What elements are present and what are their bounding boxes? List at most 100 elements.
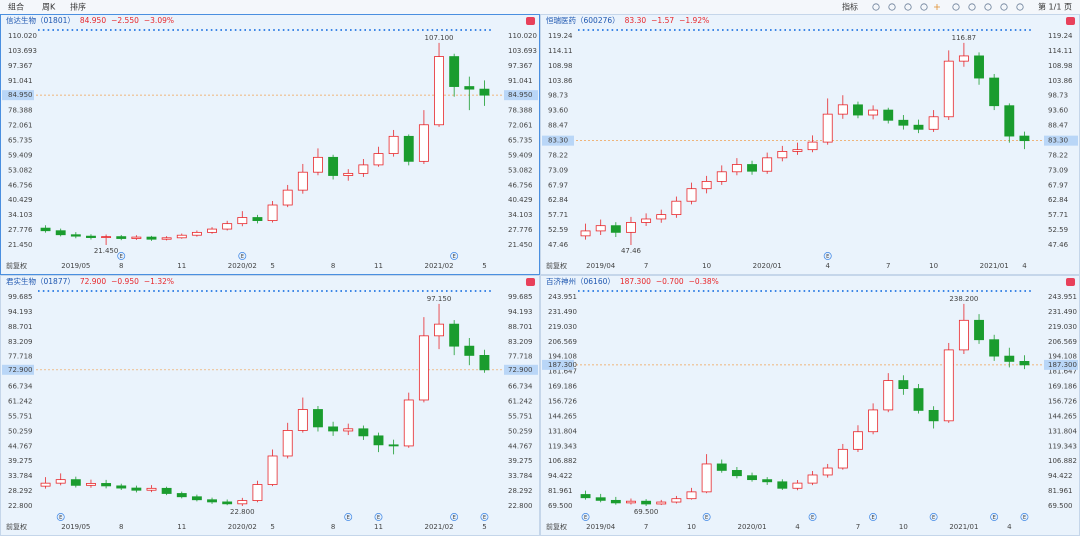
indicator-button[interactable]: 指标 [842, 2, 858, 12]
candle-body [434, 323, 444, 337]
toolbar-item[interactable]: 组合 [8, 2, 24, 12]
icon[interactable] [984, 3, 992, 11]
candle-body [671, 200, 682, 216]
chart-panel: 恒瑞医药（600276） 83.30 −1.57 −1.92% 119.24 119.24… [540, 14, 1080, 275]
y-tick-label: 243.951 [1048, 293, 1077, 301]
candle-body [252, 484, 263, 501]
min-label: 69.500 [634, 508, 659, 516]
panel-background [0, 14, 540, 275]
y-tick-label: 94.422 [1048, 472, 1073, 480]
adjust-label[interactable]: 前复权 [6, 261, 27, 270]
candle-body [403, 399, 414, 447]
candle-body [146, 236, 157, 240]
current-price-label: 83.30 [1048, 137, 1068, 145]
event-label: E [241, 254, 244, 260]
event-marker[interactable] [823, 252, 832, 260]
event-marker[interactable] [480, 513, 489, 521]
favorite-icon[interactable] [526, 17, 535, 25]
x-tick-label: 2020/01 [753, 262, 782, 270]
candle-body [837, 448, 848, 469]
toolbar-item[interactable]: 排序 [70, 2, 86, 12]
x-tick-label: 4 [1007, 523, 1012, 531]
candle-body [191, 496, 202, 501]
y-tick-label: 114.11 [1048, 47, 1073, 55]
quote-value: 72.900 [80, 277, 106, 286]
event-marker[interactable] [808, 513, 817, 521]
icon[interactable] [904, 3, 912, 11]
icon[interactable] [920, 3, 928, 11]
y-tick-label: 73.09 [548, 166, 568, 174]
event-marker[interactable] [702, 513, 711, 521]
event-marker[interactable] [1020, 513, 1029, 521]
icon[interactable] [968, 3, 976, 11]
event-marker[interactable] [929, 513, 938, 521]
icon[interactable] [952, 3, 960, 11]
icon[interactable] [888, 3, 896, 11]
event-marker[interactable] [238, 252, 247, 260]
adjust-label[interactable]: 前复权 [6, 522, 27, 531]
page-indicator: 第 1/1 页 [1038, 2, 1072, 12]
candle-body [626, 222, 636, 233]
y-tick-label: 131.804 [1048, 427, 1077, 435]
candle-body [313, 409, 323, 428]
candle-body [626, 500, 636, 504]
icon[interactable] [872, 3, 880, 11]
quote-value: −0.950 [111, 277, 139, 286]
event-marker[interactable] [990, 513, 999, 521]
y-tick-label: 99.685 [8, 293, 33, 301]
y-tick-label: 57.71 [1048, 211, 1068, 219]
y-tick-label: 52.59 [548, 226, 568, 234]
candle-body [191, 231, 202, 236]
y-tick-label: 83.209 [8, 338, 33, 346]
y-tick-label: 27.776 [508, 226, 533, 234]
toolbar-item[interactable]: 周K [42, 3, 56, 12]
icon[interactable] [1000, 3, 1008, 11]
event-marker[interactable] [117, 252, 126, 260]
candle-body [989, 339, 1000, 357]
candle-body [116, 485, 127, 489]
candle-body [328, 426, 339, 432]
favorite-icon[interactable] [1066, 17, 1075, 25]
event-marker[interactable] [56, 513, 65, 521]
event-marker[interactable] [450, 252, 459, 260]
adjust-label[interactable]: 前复权 [546, 261, 567, 270]
event-marker[interactable] [374, 513, 383, 521]
y-tick-label: 39.275 [508, 457, 533, 465]
icon[interactable] [1016, 3, 1024, 11]
event-label: E [932, 515, 935, 521]
candle-body [161, 487, 172, 494]
candle-body [1004, 355, 1015, 362]
y-tick-label: 144.265 [1048, 412, 1077, 420]
y-tick-label: 110.020 [508, 32, 537, 40]
y-tick-label: 88.701 [8, 323, 33, 331]
candle-body [40, 227, 51, 232]
y-tick-label: 97.367 [8, 62, 33, 70]
candle-body [777, 151, 788, 159]
adjust-label[interactable]: 前复权 [546, 522, 567, 531]
candle-body [373, 153, 384, 166]
candle-body [388, 135, 399, 154]
candle-body [282, 430, 293, 457]
candle-body [958, 319, 969, 351]
event-marker[interactable] [581, 513, 590, 521]
icon[interactable] [934, 4, 940, 10]
y-tick-label: 99.685 [508, 293, 533, 301]
favorite-icon[interactable] [1066, 278, 1075, 286]
candle-body [580, 494, 591, 499]
y-tick-label: 81.961 [1048, 487, 1073, 495]
event-marker[interactable] [344, 513, 353, 521]
candle-body [943, 349, 954, 422]
y-tick-label: 21.450 [8, 241, 33, 249]
event-marker[interactable] [450, 513, 459, 521]
favorite-icon[interactable] [526, 278, 535, 286]
event-marker[interactable] [869, 513, 878, 521]
candle-body [747, 475, 757, 481]
max-label: 116.87 [952, 34, 977, 42]
event-label: E [826, 254, 829, 260]
y-tick-label: 108.98 [1048, 62, 1073, 70]
x-tick-label: 8 [119, 523, 123, 531]
candle-body [207, 228, 217, 233]
current-price-label: 72.900 [508, 366, 533, 374]
y-tick-label: 59.409 [508, 151, 533, 159]
